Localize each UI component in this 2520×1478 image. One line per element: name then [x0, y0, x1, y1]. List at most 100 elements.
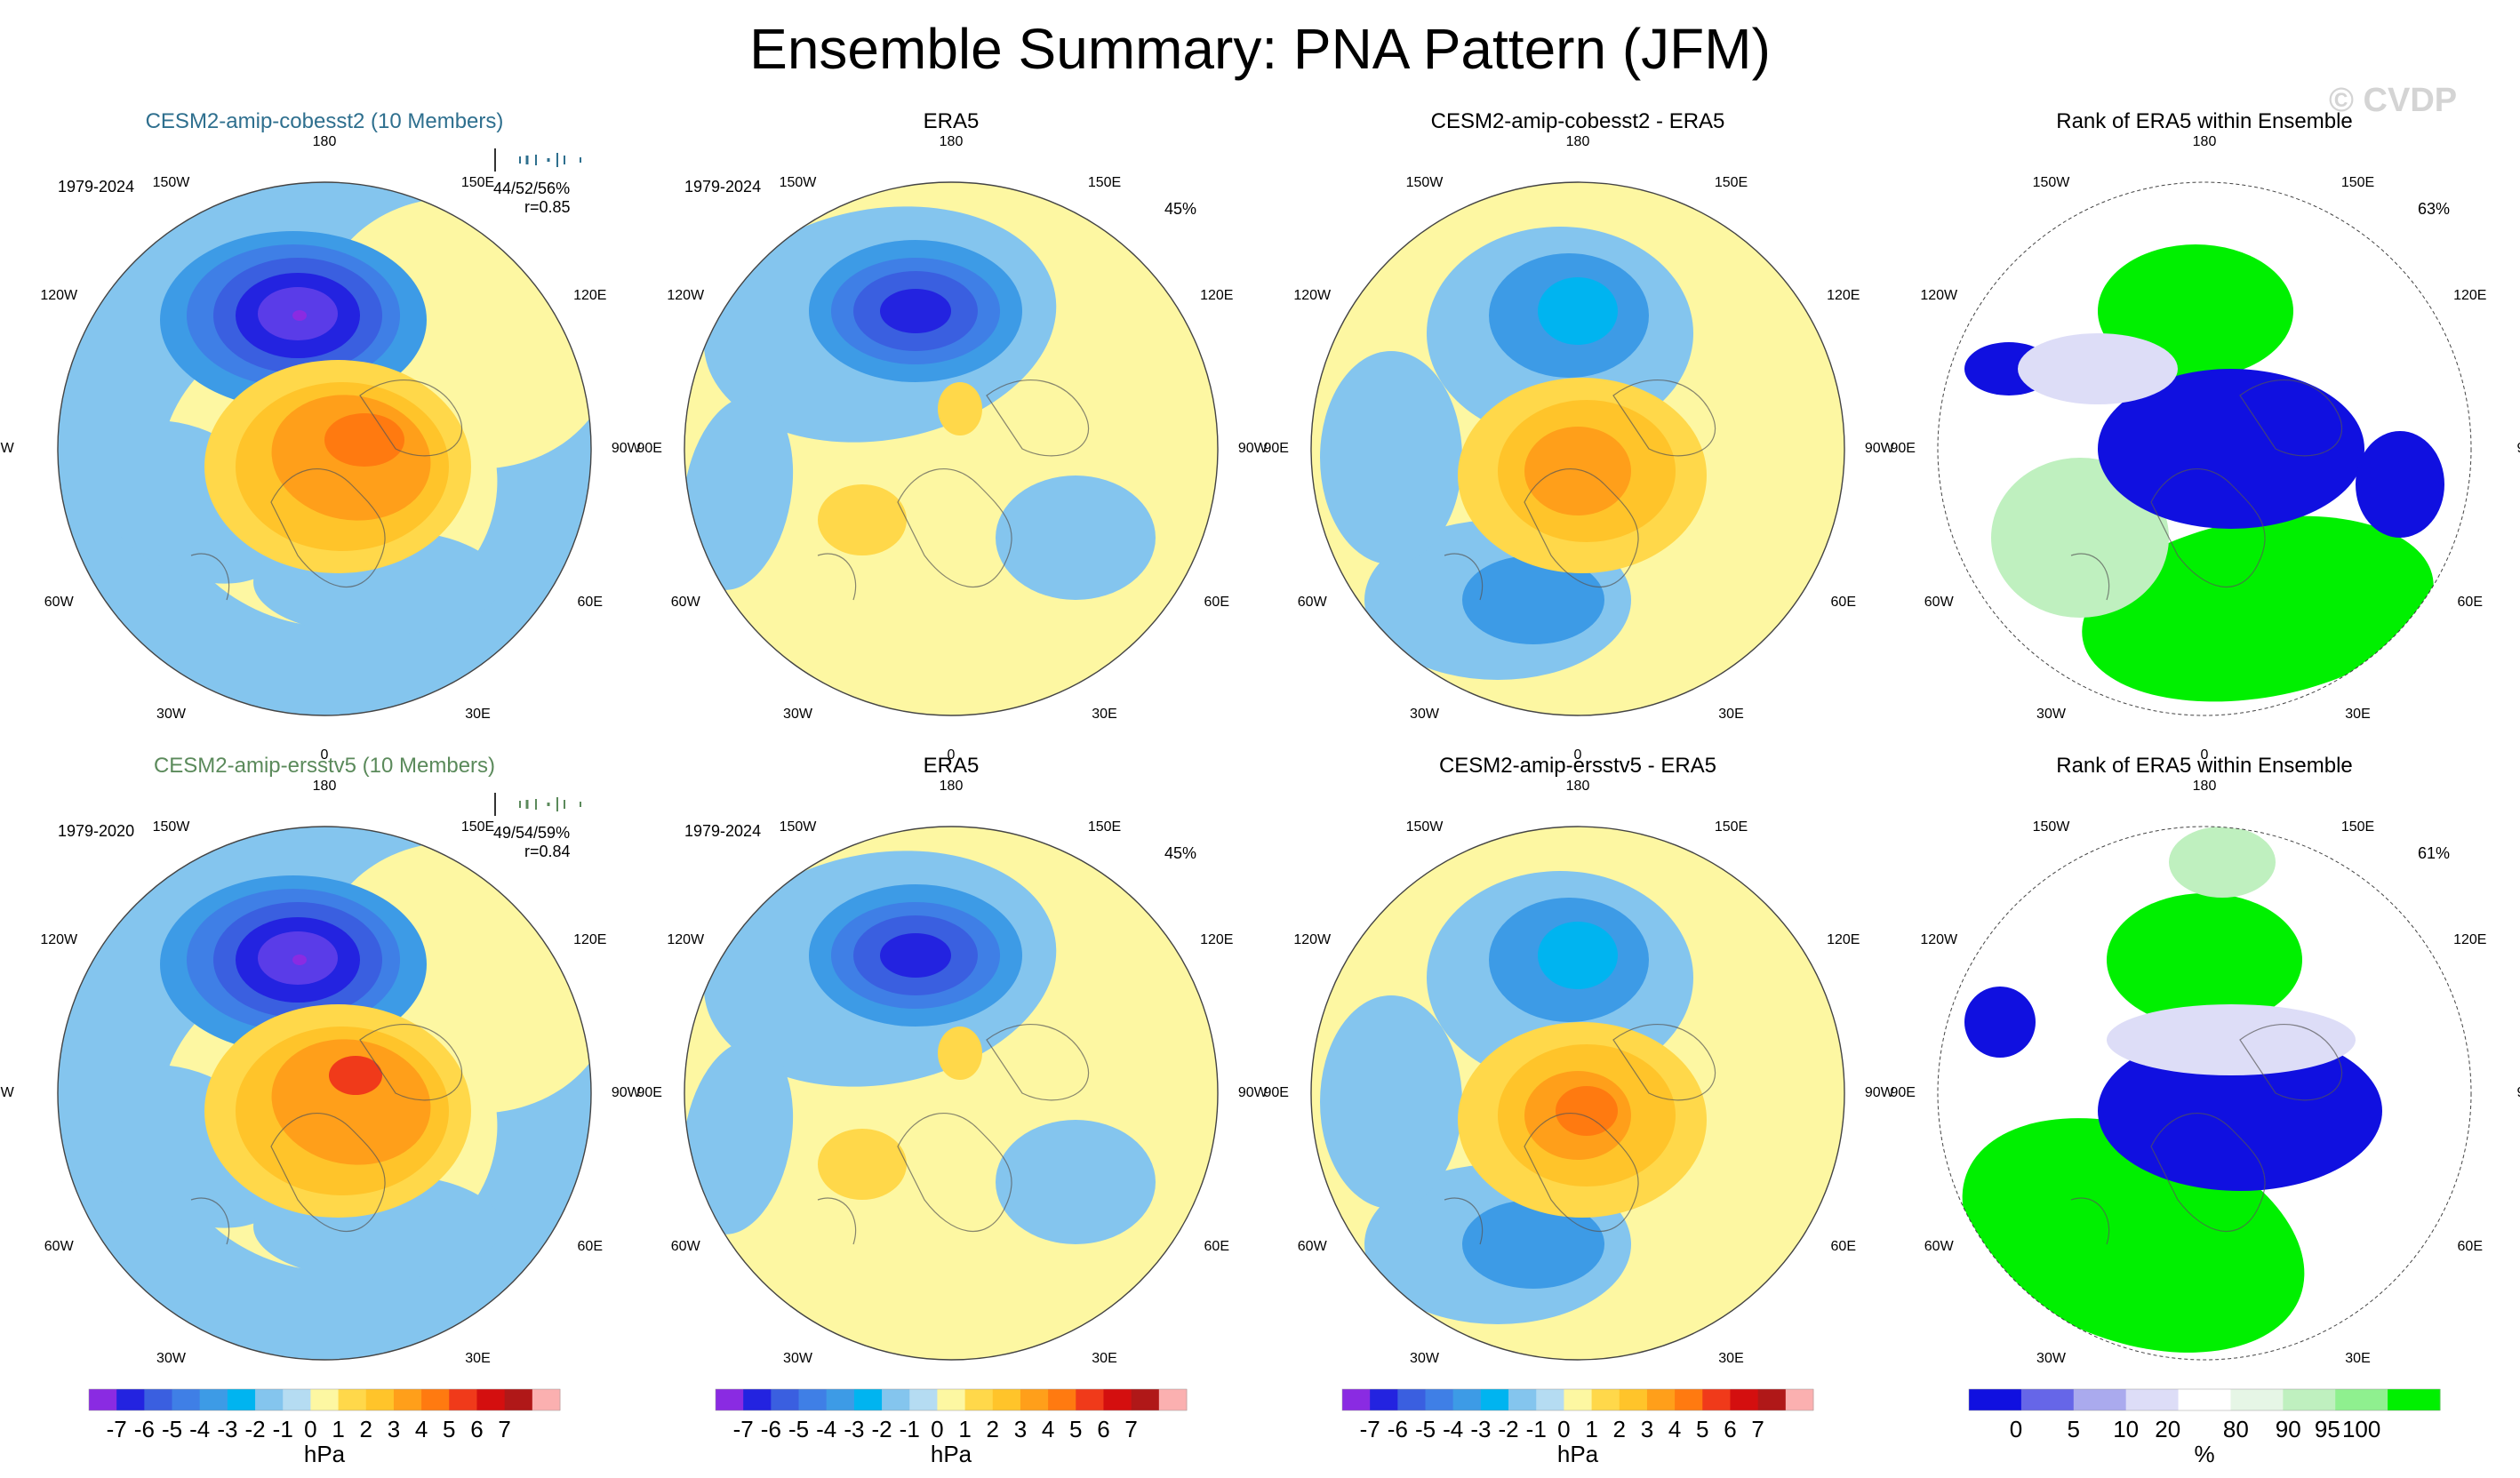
lon-label-90E: 90E	[636, 1085, 662, 1100]
field-contour-5	[880, 289, 951, 333]
colorbar-swatch	[1452, 1389, 1482, 1410]
lon-label-150E: 150E	[1087, 819, 1122, 835]
correlation-row1: r=0.85	[524, 198, 571, 216]
field-contour-6	[1320, 995, 1462, 1209]
map-boundary	[1937, 181, 2472, 716]
coastline	[1444, 1023, 1716, 1245]
colorbar-swatch	[1969, 1389, 2022, 1410]
lon-label-60W: 60W	[1924, 594, 1954, 610]
colorbar-tick-0: 0	[2009, 1416, 2023, 1442]
lon-label-180: 180	[2192, 779, 2217, 794]
colorbar-tick--2: -2	[244, 1416, 266, 1442]
percent-stats-row2: 49/54/59%	[493, 824, 571, 842]
colorbar-swatch	[1048, 1389, 1076, 1410]
coastline	[190, 379, 463, 601]
lon-label-120E: 120E	[2453, 287, 2487, 303]
colorbar-hpa	[1341, 1388, 1814, 1411]
colorbar-tick--4: -4	[189, 1416, 211, 1442]
colorbar-hpa	[88, 1388, 561, 1411]
colorbar-tick--7: -7	[106, 1416, 127, 1442]
colorbar-tick-4: 4	[1041, 1416, 1055, 1442]
lon-label-90E: 90E	[2516, 441, 2520, 457]
lon-label-60E: 60E	[1204, 594, 1229, 610]
map-boundary	[1310, 181, 1845, 716]
coastline	[2070, 1023, 2343, 1245]
panel-title-rank-row1: Rank of ERA5 within Ensemble	[2056, 109, 2353, 133]
colorbar-swatch	[853, 1389, 883, 1410]
coastline	[817, 1023, 1090, 1245]
field-contour-6	[684, 396, 794, 590]
colorbar-tick-2: 2	[986, 1416, 999, 1442]
field-contour-10	[292, 955, 307, 965]
lon-label-180: 180	[312, 779, 337, 794]
lon-label-30W: 30W	[783, 706, 812, 722]
lon-label-0: 0	[320, 747, 329, 763]
colorbar-tick-20: 20	[2155, 1416, 2181, 1442]
colorbar-tick-6: 6	[1724, 1416, 1737, 1442]
colorbar-tick-3: 3	[387, 1416, 401, 1442]
lon-label-90W: 90W	[611, 1085, 641, 1100]
lon-label-30E: 30E	[1092, 1350, 1117, 1366]
colorbar-swatch	[532, 1389, 561, 1410]
panel-title-obs-row2: ERA5	[923, 754, 980, 778]
cvdp-watermark: © CVDP	[2329, 82, 2458, 119]
colorbar-tick-1: 1	[332, 1416, 345, 1442]
colorbar-swatch	[2283, 1389, 2336, 1410]
field-contour-14	[329, 1056, 382, 1095]
lon-label-90E: 90E	[1890, 441, 1916, 456]
lon-label-60E: 60E	[1204, 1238, 1229, 1254]
colorbar-swatch	[1020, 1389, 1049, 1410]
field-contour-5	[1964, 987, 2036, 1058]
colorbar-tick--7: -7	[732, 1416, 754, 1442]
lon-label-120E: 120E	[1200, 287, 1234, 303]
colorbar-swatch	[172, 1389, 201, 1410]
lon-label-30E: 30E	[1718, 1350, 1744, 1366]
colorbar-swatch	[2335, 1389, 2388, 1410]
field-contour-8	[818, 1129, 907, 1200]
lon-label-30W: 30W	[156, 706, 186, 722]
colorbar-rank	[1968, 1388, 2441, 1411]
lon-label-150E: 150E	[2340, 819, 2375, 835]
colorbar-swatch	[743, 1389, 772, 1410]
map-boundary	[57, 181, 592, 716]
colorbar-tick--1: -1	[899, 1416, 920, 1442]
colorbar-tick-2: 2	[1612, 1416, 1626, 1442]
lon-label-0: 0	[2200, 747, 2209, 763]
colorbar-swatch	[771, 1389, 800, 1410]
colorbar-swatch	[199, 1389, 228, 1410]
map-boundary	[1937, 826, 2472, 1361]
lon-label-120E: 120E	[1827, 931, 1860, 947]
field-contour-10	[292, 310, 307, 321]
lon-label-30E: 30E	[465, 1350, 491, 1366]
colorbar-swatch	[338, 1389, 367, 1410]
colorbar-tick-3: 3	[1013, 1416, 1028, 1442]
colorbar-hpa	[715, 1388, 1188, 1411]
lon-label-180: 180	[2192, 134, 2217, 149]
colorbar-border	[88, 1388, 561, 1411]
lon-label-150W: 150W	[152, 175, 190, 191]
lon-label-30E: 30E	[1092, 706, 1117, 722]
lon-label-180: 180	[1565, 134, 1590, 149]
lon-label-150W: 150W	[2032, 175, 2070, 191]
colorbar-swatch	[310, 1389, 340, 1410]
colorbar-swatch	[909, 1389, 938, 1410]
lon-label-150E: 150E	[460, 175, 495, 191]
field-contour-7	[996, 475, 1156, 600]
lon-label-150E: 150E	[460, 819, 495, 835]
panel-title-model-row1: CESM2-amip-cobesst2 (10 Members)	[145, 109, 504, 133]
lon-label-30E: 30E	[2345, 1350, 2371, 1366]
coastline	[817, 379, 1090, 601]
colorbar-tick-6: 6	[1097, 1416, 1110, 1442]
colorbar-tick--5: -5	[788, 1416, 810, 1442]
colorbar-tick-10: 10	[2113, 1416, 2140, 1442]
lon-label-90E: 90E	[2516, 1085, 2520, 1101]
lon-label-180: 180	[939, 134, 964, 149]
colorbar-swatch	[1702, 1389, 1731, 1410]
colorbar-tick-2: 2	[359, 1416, 372, 1442]
colorbar-tick-90: 90	[2275, 1416, 2301, 1442]
colorbar-unit-hpa: hPa	[1556, 1441, 1599, 1467]
lon-label-120W: 120W	[667, 287, 705, 303]
field-contour-3	[1991, 458, 2169, 618]
colorbar-swatch	[882, 1389, 910, 1410]
lon-label-60E: 60E	[1830, 594, 1856, 610]
